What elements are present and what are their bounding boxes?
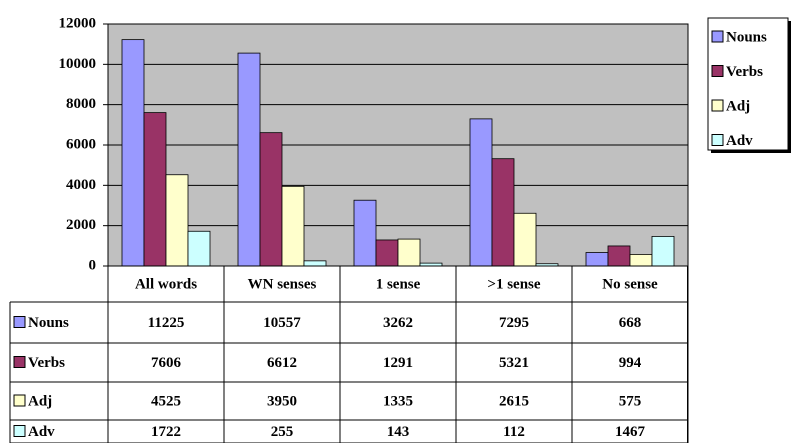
legend-label: Adj (726, 98, 750, 114)
row-label: Nouns (28, 315, 69, 331)
y-tick-label: 12000 (59, 15, 97, 31)
x-tick-label: No sense (602, 276, 658, 292)
bar (165, 174, 189, 267)
table-cell: 668 (619, 315, 642, 331)
bar (513, 212, 537, 267)
bar (143, 112, 167, 267)
x-tick-label: WN senses (248, 276, 317, 292)
x-tick-label: 1 sense (376, 276, 421, 292)
legend-key (711, 30, 724, 43)
table-cell: 3262 (383, 315, 413, 331)
y-tick-label: 8000 (66, 96, 96, 112)
table-cell: 143 (387, 424, 410, 440)
bar (469, 118, 493, 267)
y-tick-label: 0 (89, 257, 97, 273)
bar (237, 52, 261, 267)
table-cell: 10557 (263, 315, 301, 331)
table-cell: 575 (619, 393, 642, 409)
bar (187, 230, 211, 267)
bar (651, 236, 675, 267)
table-cell: 1467 (615, 424, 646, 440)
bar (353, 199, 377, 267)
table-cell: 3950 (267, 393, 297, 409)
table-cell: 6612 (267, 355, 297, 371)
bar (607, 245, 631, 267)
legend-key (13, 425, 26, 437)
table-cell: 1722 (151, 424, 181, 440)
y-tick-label: 2000 (66, 217, 96, 233)
bar (491, 158, 515, 267)
bar (281, 185, 305, 267)
table-cell: 994 (619, 355, 642, 371)
table-cell: 1291 (383, 355, 413, 371)
legend-key (13, 316, 26, 328)
x-tick-label: >1 sense (487, 276, 540, 292)
table-cell: 7295 (499, 315, 529, 331)
table-cell: 4525 (151, 393, 181, 409)
row-label: Adv (28, 424, 55, 440)
bar (629, 254, 653, 267)
row-label: Verbs (28, 355, 65, 371)
table-cell: 255 (271, 424, 294, 440)
legend-key (13, 394, 26, 407)
legend-key (711, 99, 724, 112)
y-tick-label: 4000 (66, 177, 96, 193)
legend-label: Adv (726, 133, 753, 149)
bar (397, 238, 421, 267)
table-cell: 112 (503, 424, 525, 440)
legend-label: Verbs (726, 64, 763, 80)
bar (375, 239, 399, 267)
table-cell: 1335 (383, 393, 413, 409)
bar (303, 260, 327, 267)
bar (121, 39, 145, 267)
table-cell: 7606 (151, 355, 182, 371)
table-cell: 2615 (499, 393, 529, 409)
y-tick-label: 6000 (66, 136, 96, 152)
y-tick-label: 10000 (59, 56, 97, 72)
bar (585, 252, 609, 267)
legend-key (711, 134, 724, 146)
legend-label: Nouns (726, 29, 767, 45)
table-cell: 11225 (148, 315, 185, 331)
row-label: Adj (28, 393, 52, 409)
table-cell: 5321 (499, 355, 529, 371)
bar (259, 132, 283, 267)
legend-key (13, 356, 26, 368)
legend-key (711, 65, 724, 77)
x-tick-label: All words (135, 276, 197, 292)
